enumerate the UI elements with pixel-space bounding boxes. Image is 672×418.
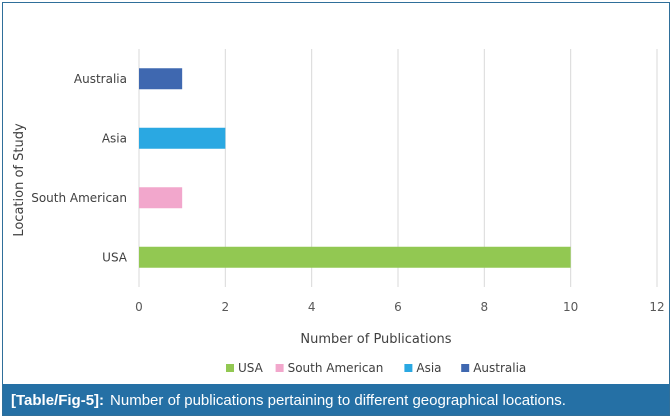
legend-swatch-australia	[461, 364, 470, 372]
bar-south-american	[139, 187, 183, 209]
bar-usa	[139, 246, 571, 268]
x-tick-2: 2	[222, 300, 230, 314]
legend-label-australia: Australia	[473, 361, 526, 375]
x-tick-12: 12	[649, 300, 664, 314]
bar-australia	[139, 68, 183, 90]
x-tick-0: 0	[135, 300, 143, 314]
legend-label-usa: USA	[238, 361, 264, 375]
category-label-asia: Asia	[102, 131, 127, 145]
x-tick-10: 10	[563, 300, 578, 314]
category-label-south-american: South American	[31, 191, 127, 205]
x-tick-8: 8	[481, 300, 489, 314]
bar-chart: USA South American Asia Australia 0 2 4 6 8 10 12…	[12, 49, 665, 375]
legend-label-south-american: South American	[288, 361, 384, 375]
x-tick-4: 4	[308, 300, 316, 314]
legend-label-asia: Asia	[416, 361, 441, 375]
y-axis-label: Location of Study	[12, 123, 27, 237]
legend-swatch-usa	[226, 364, 234, 372]
category-label-usa: USA	[102, 250, 128, 264]
bars	[139, 68, 571, 268]
caption-text: Number of publications pertaining to dif…	[110, 392, 566, 409]
gridlines	[138, 49, 658, 287]
category-labels: USA South American Asia Australia	[31, 72, 128, 265]
legend: USA South American Asia Australia	[226, 361, 526, 375]
caption-label: [Table/Fig-5]:	[11, 392, 105, 409]
x-axis-label: Number of Publications	[300, 332, 451, 347]
category-label-australia: Australia	[74, 72, 127, 86]
legend-swatch-asia	[404, 364, 413, 372]
x-tick-labels: 0 2 4 6 8 10 12	[135, 300, 664, 314]
chart-area: USA South American Asia Australia 0 2 4 6 8 10 12…	[3, 3, 669, 381]
x-tick-6: 6	[394, 300, 402, 314]
legend-swatch-south-american	[275, 364, 284, 372]
bar-asia	[139, 127, 226, 149]
figure-caption: [Table/Fig-5]: Number of publications pe…	[3, 384, 669, 415]
